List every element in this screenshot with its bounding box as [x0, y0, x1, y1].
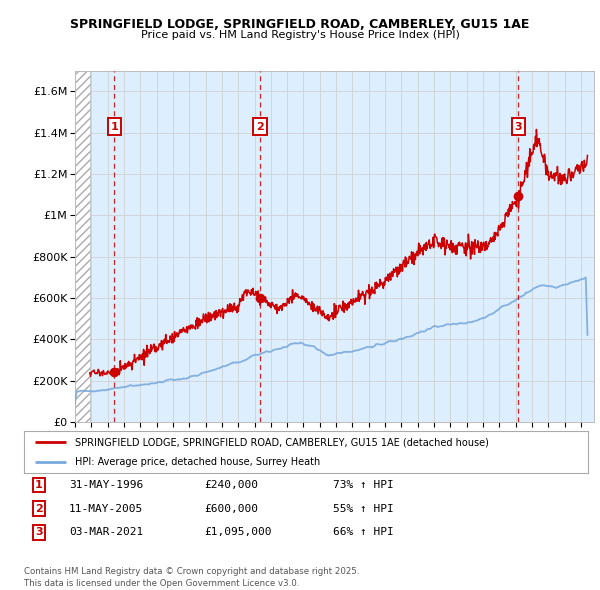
Text: SPRINGFIELD LODGE, SPRINGFIELD ROAD, CAMBERLEY, GU15 1AE: SPRINGFIELD LODGE, SPRINGFIELD ROAD, CAM…	[70, 18, 530, 31]
Text: 73% ↑ HPI: 73% ↑ HPI	[333, 480, 394, 490]
Text: 3: 3	[35, 527, 43, 537]
Text: £240,000: £240,000	[204, 480, 258, 490]
Bar	[75, 71, 89, 422]
Text: Contains HM Land Registry data © Crown copyright and database right 2025.
This d: Contains HM Land Registry data © Crown c…	[24, 567, 359, 588]
Text: £600,000: £600,000	[204, 504, 258, 513]
Text: 1: 1	[35, 480, 43, 490]
Text: 1: 1	[110, 122, 118, 132]
Text: 2: 2	[257, 122, 264, 132]
Text: 03-MAR-2021: 03-MAR-2021	[69, 527, 143, 537]
Text: 11-MAY-2005: 11-MAY-2005	[69, 504, 143, 513]
Text: SPRINGFIELD LODGE, SPRINGFIELD ROAD, CAMBERLEY, GU15 1AE (detached house): SPRINGFIELD LODGE, SPRINGFIELD ROAD, CAM…	[75, 437, 488, 447]
Text: 55% ↑ HPI: 55% ↑ HPI	[333, 504, 394, 513]
Text: £1,095,000: £1,095,000	[204, 527, 271, 537]
Text: Price paid vs. HM Land Registry's House Price Index (HPI): Price paid vs. HM Land Registry's House …	[140, 30, 460, 40]
Text: 3: 3	[515, 122, 522, 132]
Text: 2: 2	[35, 504, 43, 513]
Text: 66% ↑ HPI: 66% ↑ HPI	[333, 527, 394, 537]
Text: 31-MAY-1996: 31-MAY-1996	[69, 480, 143, 490]
Text: HPI: Average price, detached house, Surrey Heath: HPI: Average price, detached house, Surr…	[75, 457, 320, 467]
